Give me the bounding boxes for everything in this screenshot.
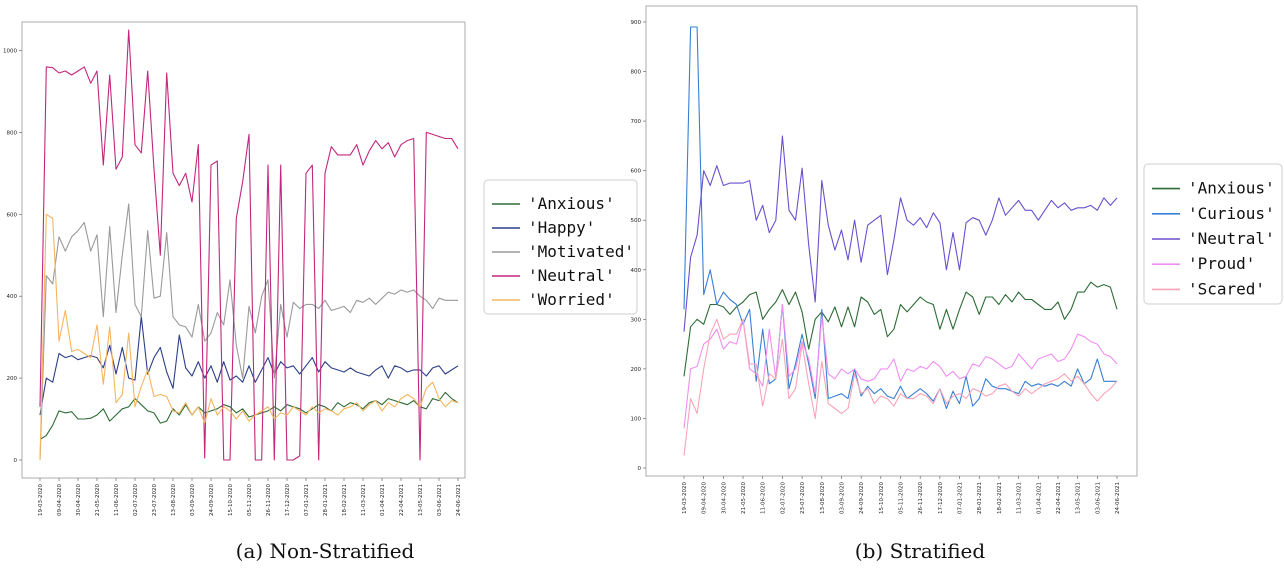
x-tick-label: 07-01-2021 (958, 482, 964, 514)
x-tick-label: 03-09-2020 (190, 484, 196, 516)
series-line-anxious (683, 281, 1118, 377)
x-tick-label: 21-05-2020 (741, 482, 747, 514)
x-tick-label: 24-09-2020 (859, 482, 865, 514)
x-tick-label: 15-10-2020 (879, 482, 885, 514)
series-line-anxious (39, 391, 459, 440)
x-tick-label: 19-03-2020 (682, 482, 688, 514)
plot-frame-a (21, 21, 466, 479)
chart-non-stratified: 0 200 400 600 800 1000 19-03-2020 09-04-2020 30-… (3, 21, 638, 516)
legend-label: 'Scared' (1188, 279, 1265, 298)
y-tick-label: 700 (631, 119, 642, 125)
x-tick-label: 13-08-2020 (820, 482, 826, 514)
legend-label: 'Proud' (1188, 254, 1255, 273)
legend-label: 'Neutral' (528, 266, 615, 285)
legend-label: 'Curious' (1188, 204, 1275, 223)
series-line-neutral (683, 135, 1118, 332)
x-tick-label: 28-01-2021 (323, 484, 329, 516)
legend-label: 'Anxious' (528, 194, 615, 213)
legend-label: 'Neutral' (1188, 229, 1275, 248)
x-tick-label: 01-04-2021 (1036, 482, 1042, 514)
x-tick-label: 21-05-2020 (95, 484, 101, 516)
series-line-happy (39, 316, 459, 416)
x-tick-label: 11-03-2021 (361, 484, 367, 516)
x-tick-label: 01-04-2021 (380, 484, 386, 516)
x-tick-label: 24-09-2020 (209, 484, 215, 516)
x-tick-label: 03-09-2020 (839, 482, 845, 514)
x-tick-label: 11-06-2020 (114, 484, 120, 516)
y-tick-label: 1000 (3, 48, 17, 54)
y-tick-label: 400 (7, 294, 18, 300)
series-line-neutral (39, 29, 459, 461)
x-tick-label: 24-06-2021 (1115, 482, 1121, 514)
x-tick-label: 13-08-2020 (171, 484, 177, 516)
x-tick-label: 28-01-2021 (977, 482, 983, 514)
y-tick-label: 100 (631, 416, 642, 422)
y-tick-label: 900 (631, 20, 642, 26)
legend-b (1143, 163, 1283, 305)
x-tick-label: 07-01-2021 (304, 484, 310, 516)
x-tick-label: 22-04-2021 (399, 484, 405, 516)
series-line-motivated (39, 203, 458, 461)
x-tick-label: 30-04-2020 (76, 484, 82, 516)
x-tick-label: 09-04-2020 (57, 484, 63, 516)
x-tick-label: 02-07-2020 (133, 484, 139, 516)
y-tick-label: 500 (631, 218, 642, 224)
series-line-scared (683, 318, 1118, 456)
caption-a: (a) Non-Stratified (236, 539, 415, 563)
x-tick-label: 26-11-2020 (266, 484, 272, 516)
y-tick-label: 0 (14, 458, 18, 464)
x-tick-label: 23-07-2020 (152, 484, 158, 516)
x-tick-label: 11-03-2021 (1017, 482, 1023, 514)
series-line-worried (39, 213, 459, 461)
x-tick-label: 30-04-2020 (721, 482, 727, 514)
y-tick-label: 600 (631, 169, 642, 175)
x-tick-label: 05-11-2020 (899, 482, 905, 514)
x-tick-label: 03-06-2021 (1095, 482, 1101, 514)
x-tick-label: 05-11-2020 (247, 484, 253, 516)
x-tick-label: 17-12-2020 (938, 482, 944, 514)
y-tick-label: 0 (638, 466, 642, 472)
y-tick-label: 800 (7, 130, 18, 136)
x-tick-label: 13-05-2021 (1076, 482, 1082, 514)
legend-label: 'Motivated' (528, 242, 634, 261)
x-tick-label: 13-05-2021 (418, 484, 424, 516)
series-line-curious (683, 26, 1117, 410)
x-tick-label: 11-06-2020 (761, 482, 767, 514)
y-tick-label: 600 (7, 212, 18, 218)
y-tick-label: 300 (631, 317, 642, 323)
x-tick-label: 19-03-2020 (38, 484, 44, 516)
y-tick-label: 400 (631, 268, 642, 274)
x-tick-label: 18-02-2021 (342, 484, 348, 516)
plot-frame-b (645, 5, 1138, 477)
legend-label: 'Anxious' (1188, 179, 1275, 198)
legend-label: 'Worried' (528, 290, 615, 309)
legend-label: 'Happy' (528, 218, 595, 237)
legend-a (483, 179, 638, 315)
x-tick-label: 15-10-2020 (228, 484, 234, 516)
chart-stratified: 0 100 200 300 400 500 600 700 800 900 19-03-2020 09… (631, 5, 1283, 514)
x-tick-label: 03-06-2021 (437, 484, 443, 516)
caption-b: (b) Stratified (855, 539, 986, 563)
series-line-proud (683, 303, 1118, 429)
x-tick-label: 22-04-2021 (1056, 482, 1062, 514)
x-tick-label: 02-07-2020 (780, 482, 786, 514)
x-tick-label: 23-07-2020 (800, 482, 806, 514)
x-tick-label: 09-04-2020 (702, 482, 708, 514)
y-tick-label: 200 (631, 367, 642, 373)
x-tick-label: 18-02-2021 (997, 482, 1003, 514)
y-tick-label: 800 (631, 70, 642, 76)
x-tick-label: 24-06-2021 (456, 484, 462, 516)
x-tick-label: 26-11-2020 (918, 482, 924, 514)
y-tick-label: 200 (7, 376, 18, 382)
x-tick-label: 17-12-2020 (285, 484, 291, 516)
